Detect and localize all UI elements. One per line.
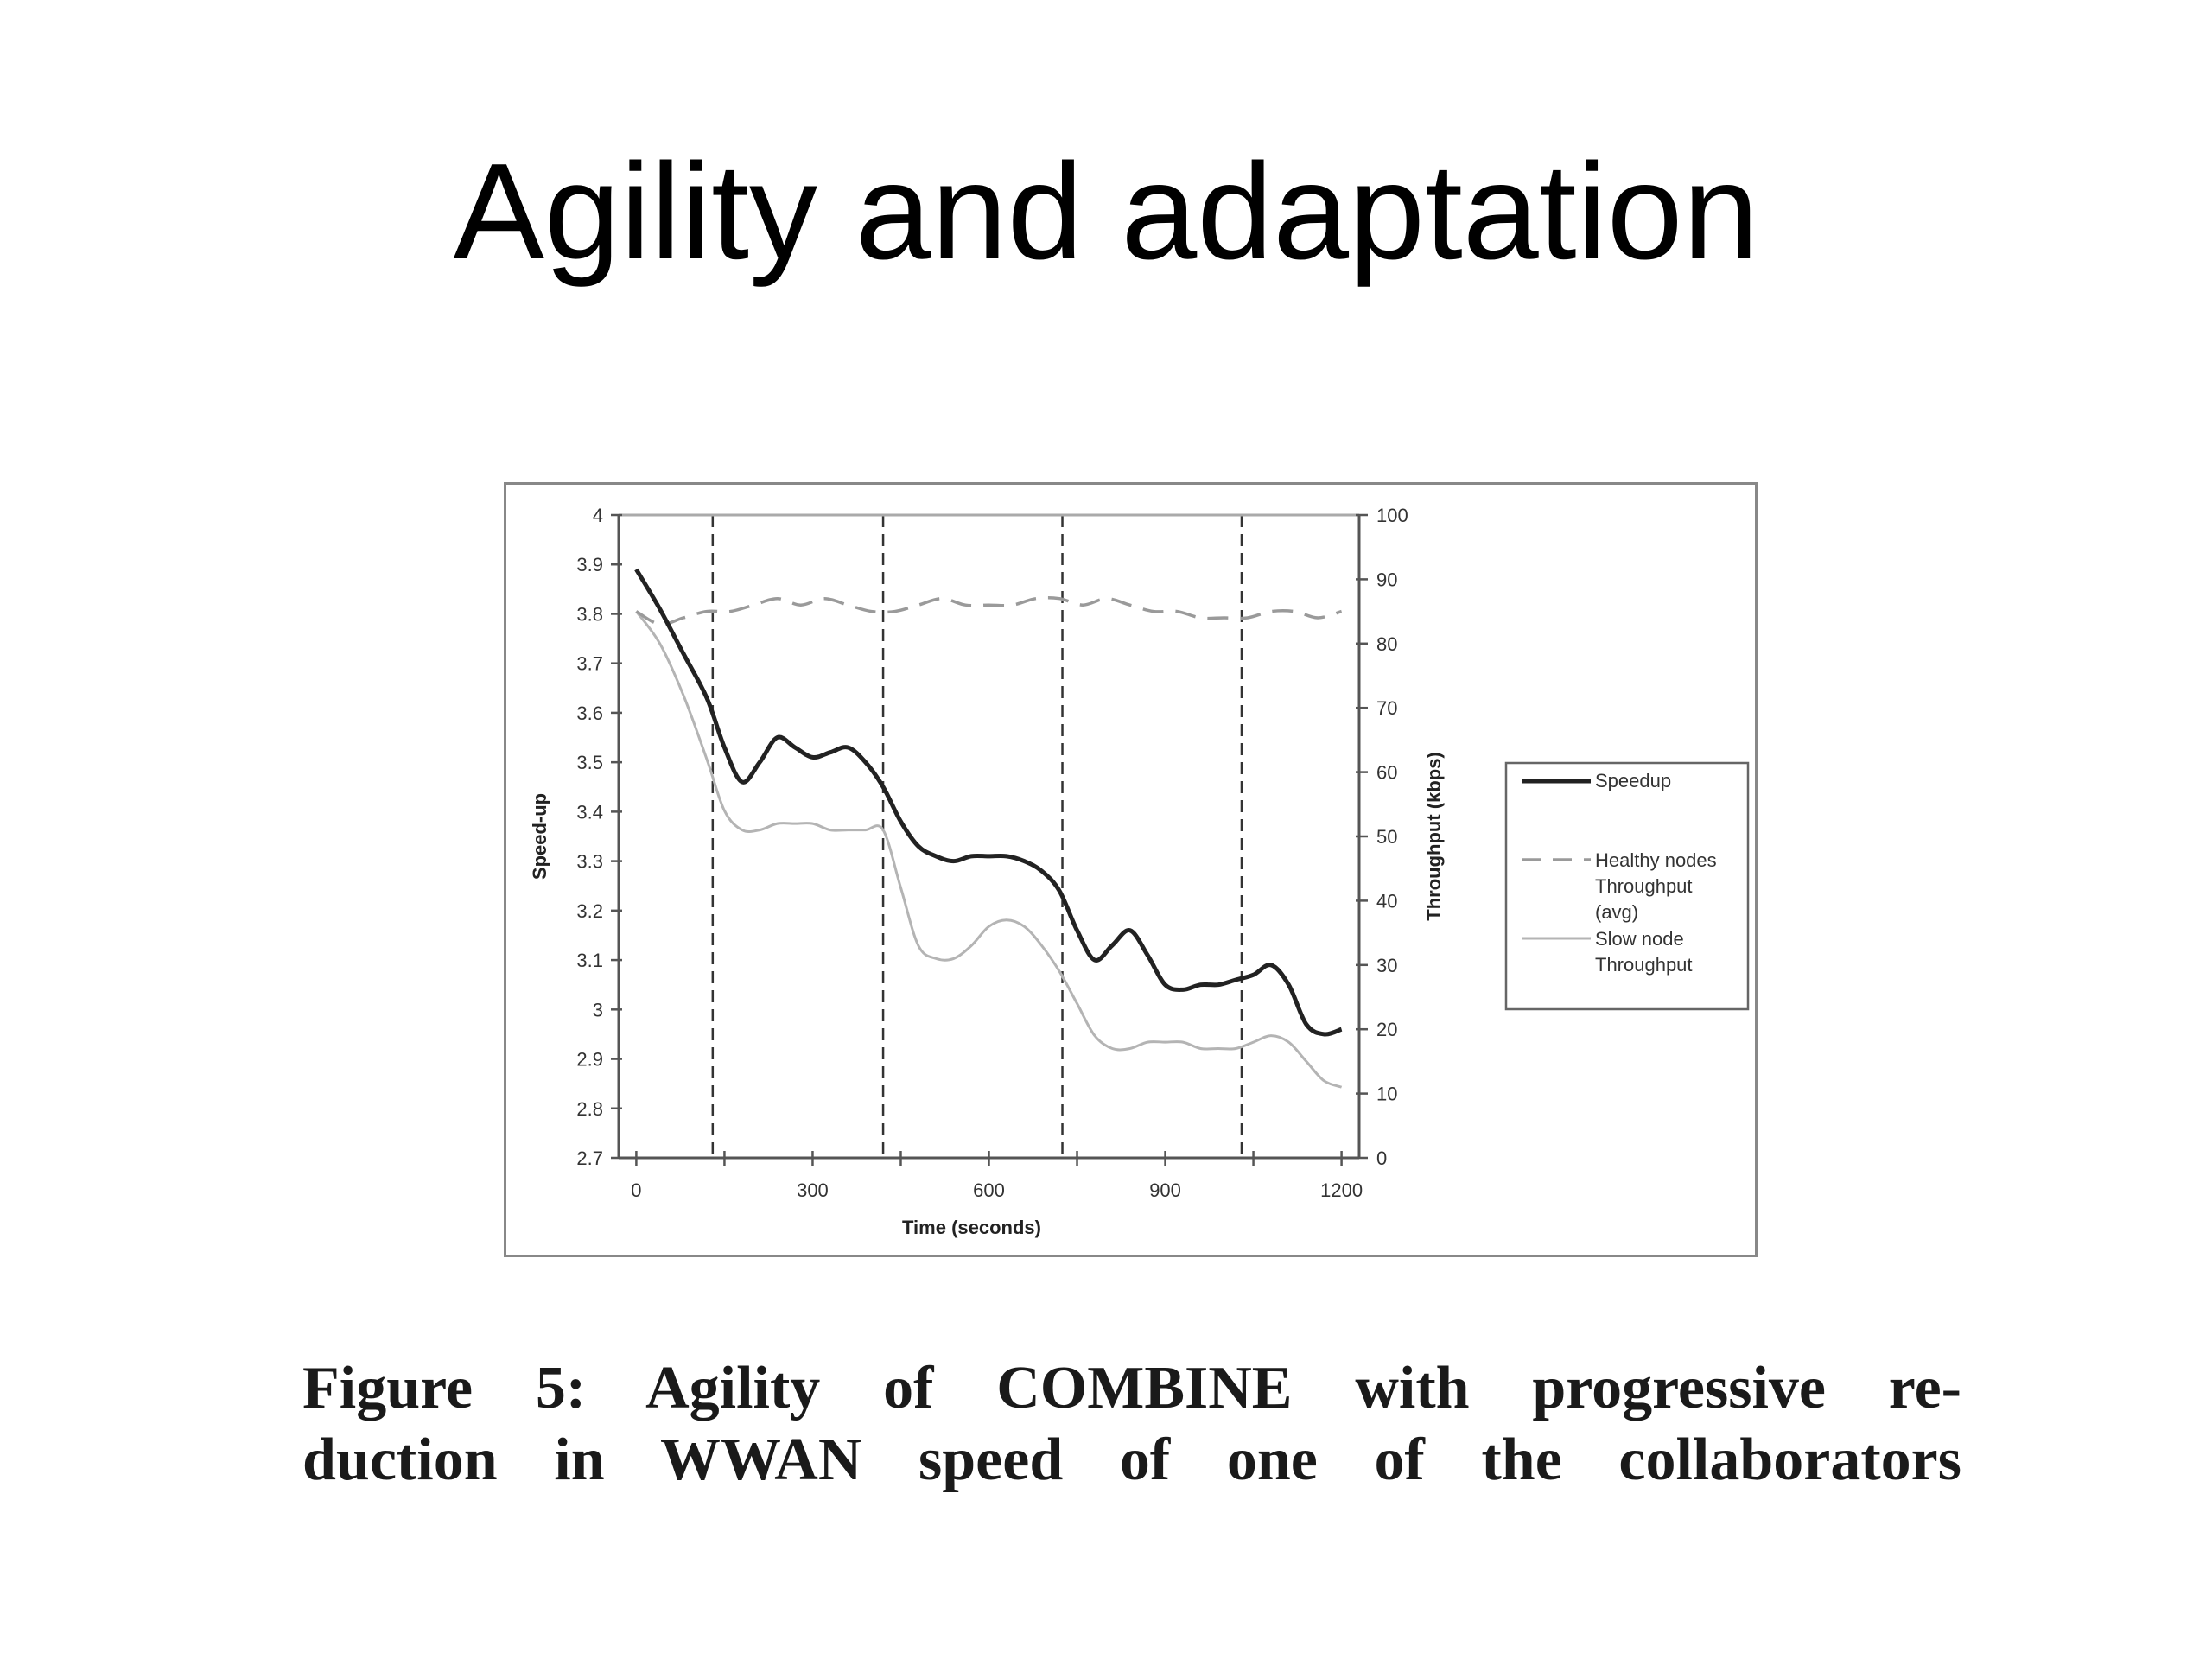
legend-label-speedup: Speedup <box>1595 770 1671 791</box>
y-tick-label-3: 3 <box>593 999 603 1020</box>
y-tick-label-11: 3.8 <box>576 603 603 625</box>
y2-tick-label-5: 50 <box>1376 826 1397 848</box>
x-tick-label-1: 300 <box>797 1179 829 1201</box>
y2-tick-label-1: 10 <box>1376 1084 1397 1105</box>
y-tick-label-10: 3.7 <box>576 653 603 675</box>
y2-tick-label-8: 80 <box>1376 633 1397 655</box>
legend-label-slow-0: Slow node <box>1595 928 1684 950</box>
y-tick-label-12: 3.9 <box>576 554 603 575</box>
y2-tick-label-10: 100 <box>1376 505 1408 526</box>
y-tick-label-0: 2.7 <box>576 1147 603 1169</box>
x-tick-label-2: 600 <box>973 1179 1005 1201</box>
y2-tick-label-0: 0 <box>1376 1147 1387 1169</box>
y-tick-label-7: 3.4 <box>576 801 603 823</box>
y2-tick-label-3: 30 <box>1376 955 1397 976</box>
caption-line-2: duction in WWAN speed of one of the coll… <box>302 1427 1961 1493</box>
legend-label-slow-1: Throughput <box>1595 954 1693 976</box>
y2-tick-label-2: 20 <box>1376 1019 1397 1040</box>
y-axis-label: Speed-up <box>529 793 550 880</box>
legend-box <box>1504 761 1750 1011</box>
y-tick-label-6: 3.3 <box>576 851 603 873</box>
legend-label-healthy-1: Throughput <box>1595 875 1693 897</box>
x-tick-label-3: 900 <box>1149 1179 1181 1201</box>
y-tick-label-2: 2.9 <box>576 1049 603 1071</box>
y2-tick-label-6: 60 <box>1376 762 1397 784</box>
slide-title: Agility and adaptation <box>453 136 1759 288</box>
y2-tick-label-7: 70 <box>1376 697 1397 719</box>
chart-frame: 2.7 2.8 2.9 3 3.1 3.2 3.3 3.4 3.5 3.6 3.7 3.8 3.9 4 0 1… <box>504 482 1758 1257</box>
x-tick-label-0: 0 <box>631 1179 641 1201</box>
caption-line-1: Figure 5: Agility of COMBINE with progre… <box>302 1355 1961 1421</box>
series-slow-throughput-line <box>635 610 1343 1089</box>
y-tick-label-13: 4 <box>593 505 603 526</box>
y-tick-label-5: 3.2 <box>576 900 603 922</box>
x-axis-label: Time (seconds) <box>902 1217 1041 1238</box>
figure-caption: Figure 5: Agility of COMBINE with progre… <box>302 1352 1961 1496</box>
y2-tick-label-9: 90 <box>1376 569 1397 590</box>
series-speedup-line <box>634 568 1343 1037</box>
y-tick-label-9: 3.6 <box>576 702 603 724</box>
y-tick-label-8: 3.5 <box>576 752 603 773</box>
series-healthy-throughput-line <box>635 596 1343 626</box>
legend-label-healthy-2: (avg) <box>1595 901 1638 923</box>
x-tick-label-4: 1200 <box>1320 1179 1363 1201</box>
chart-svg: 2.72.82.933.13.23.33.43.53.63.73.83.9401… <box>529 505 1750 1238</box>
y-tick-label-4: 3.1 <box>576 950 603 971</box>
y-tick-label-1: 2.8 <box>576 1098 603 1120</box>
y2-tick-label-4: 40 <box>1376 890 1397 912</box>
legend-label-healthy-0: Healthy nodes <box>1595 849 1717 871</box>
y2-axis-label: Throughput (kbps) <box>1423 752 1445 921</box>
